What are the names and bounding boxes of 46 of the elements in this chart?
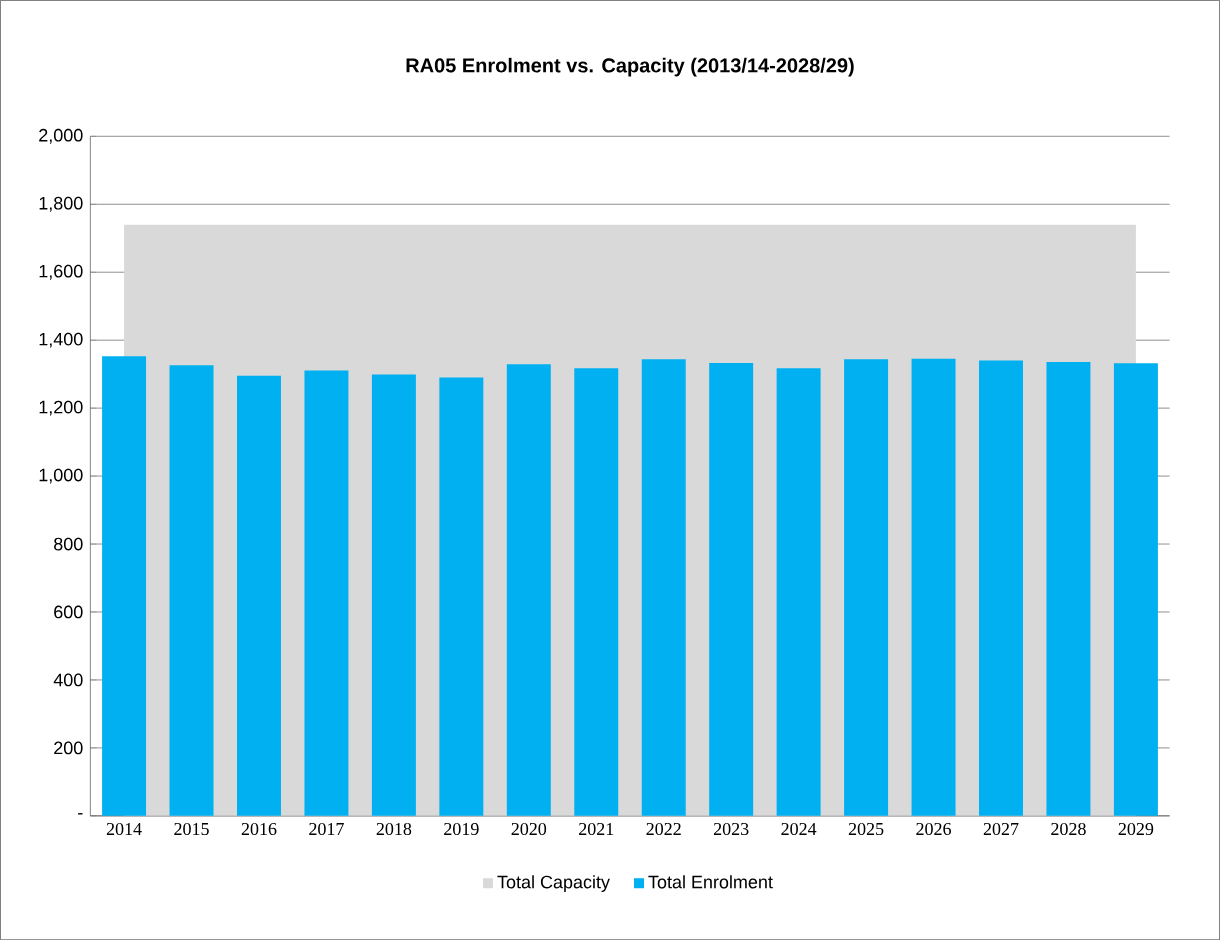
bar <box>1113 363 1158 816</box>
x-tick-label: 2028 <box>1051 822 1086 835</box>
y-tick-label: 1,200 <box>39 400 83 416</box>
x-tick-label: 2015 <box>174 822 209 835</box>
x-tick-label: 2029 <box>1118 822 1154 835</box>
legend-label: Total Capacity <box>497 875 610 892</box>
x-tick-label: 2014 <box>106 822 142 835</box>
bar <box>844 359 889 816</box>
y-tick-label: 400 <box>53 673 83 687</box>
y-tick-label: 200 <box>54 741 83 755</box>
y-tick-label: 800 <box>54 537 83 551</box>
y-tick-label: - <box>78 813 83 815</box>
x-tick-label: 2020 <box>511 822 547 835</box>
bar <box>102 356 147 816</box>
y-tick-label: 1,600 <box>39 264 83 280</box>
bar <box>439 377 484 816</box>
y-tick-label: 1,800 <box>39 196 83 212</box>
x-tick-label: 2019 <box>444 822 479 835</box>
x-tick-label: 2021 <box>579 822 614 835</box>
x-tick-label: 2026 <box>916 822 951 835</box>
bar <box>911 358 956 816</box>
bar <box>776 368 821 816</box>
bar <box>371 374 416 816</box>
x-tick-label: 2024 <box>781 822 817 835</box>
x-tick-label: 2018 <box>376 822 412 835</box>
bar <box>574 368 619 816</box>
x-tick-label: 2022 <box>646 822 681 835</box>
x-tick-label: 2017 <box>309 822 344 835</box>
legend-label: Total Enrolment <box>648 875 773 889</box>
chart-title: RA05 Enrolment vs. Capacity (2013/14-2028/29) <box>406 57 854 77</box>
y-tick-label: 1,000 <box>39 468 83 484</box>
bar <box>304 370 349 816</box>
bar <box>237 375 281 816</box>
x-tick-label: 2023 <box>713 822 749 835</box>
bar <box>1046 361 1091 816</box>
x-tick-label: 2016 <box>241 822 277 835</box>
x-tick-label: 2027 <box>983 822 1019 835</box>
y-tick-label: 2,000 <box>39 128 83 144</box>
bar <box>709 362 754 816</box>
bar <box>979 360 1023 816</box>
bar <box>169 365 214 816</box>
x-tick-label: 2025 <box>848 822 884 835</box>
bar <box>506 364 551 816</box>
y-tick-label: 600 <box>54 605 83 619</box>
bar <box>641 359 686 816</box>
y-tick-label: 1,400 <box>39 332 83 348</box>
